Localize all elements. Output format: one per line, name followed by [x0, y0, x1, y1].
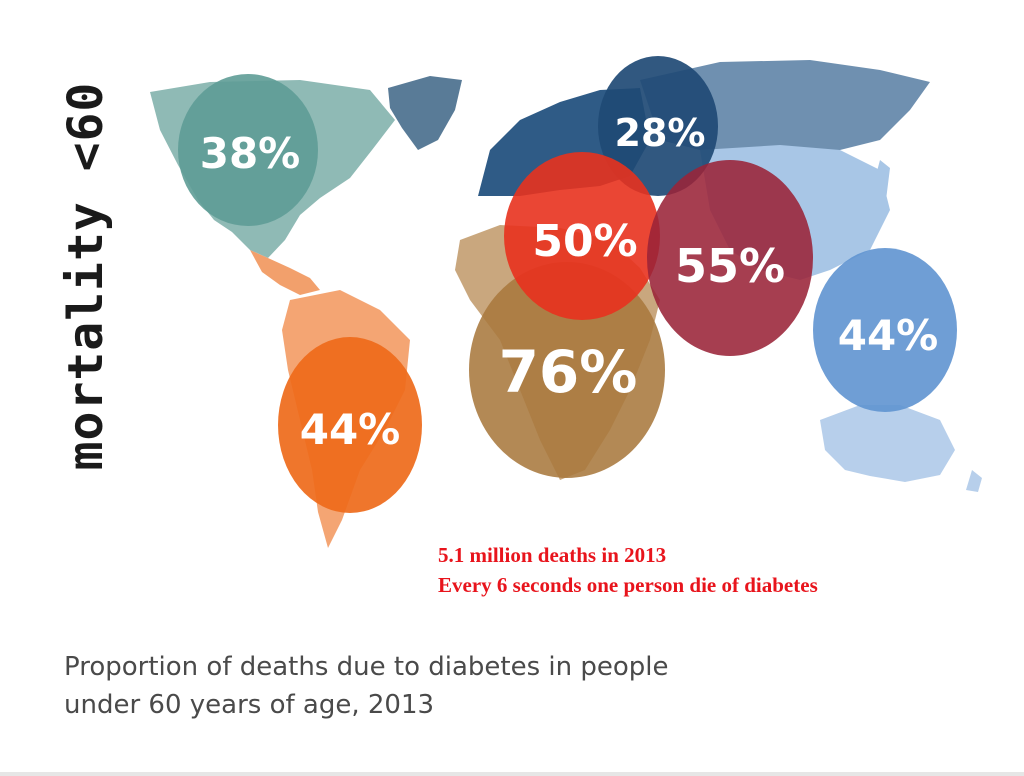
caption: Proportion of deaths due to diabetes in … [64, 648, 669, 724]
bubble-wp-value: 44% [838, 311, 939, 360]
caption-line-1: Proportion of deaths due to diabetes in … [64, 652, 669, 682]
notes: 5.1 million deaths in 2013 Every 6 secon… [438, 540, 818, 600]
bubble-sca-value: 44% [300, 405, 401, 454]
caption-line-2: under 60 years of age, 2013 [64, 690, 435, 720]
landmass-new-zealand [966, 470, 982, 492]
bubble-sca-circle [278, 337, 422, 513]
bubble-mena-value: 50% [532, 216, 637, 267]
landmass-australia [820, 405, 955, 482]
bubble-western-pacific: 44% [813, 248, 957, 412]
bubble-north-america-circle [178, 74, 318, 226]
bubble-mena-circle [504, 152, 660, 320]
bubble-europe-circle [598, 56, 718, 196]
bubble-africa-circle [469, 262, 665, 478]
landmass-japan [872, 160, 890, 210]
bubble-africa-value: 76% [499, 338, 638, 406]
bubble-north-america-value: 38% [200, 129, 301, 178]
note-rate: Every 6 seconds one person die of diabet… [438, 573, 818, 597]
bubble-europe: 28% [598, 56, 718, 196]
bubble-europe-value: 28% [615, 111, 706, 155]
bubble-wp-circle [813, 248, 957, 412]
note-deaths-total: 5.1 million deaths in 2013 [438, 543, 667, 567]
bubble-middle-east-north-africa: 50% [504, 152, 660, 320]
region-bubbles: 38% 28% 76% 50% 55% 44% 44% [178, 56, 957, 513]
landmass-greenland [388, 76, 462, 150]
bubble-north-america: 38% [178, 74, 318, 226]
landmass-central-america [250, 250, 320, 295]
footer-bar [0, 772, 1024, 776]
bubble-sea-circle [647, 160, 813, 356]
bubble-africa: 76% [469, 262, 665, 478]
side-title: mortality <60 [58, 81, 114, 471]
bubble-sea-value: 55% [675, 239, 785, 293]
bubble-south-central-america: 44% [278, 337, 422, 513]
bubble-south-east-asia: 55% [647, 160, 813, 356]
